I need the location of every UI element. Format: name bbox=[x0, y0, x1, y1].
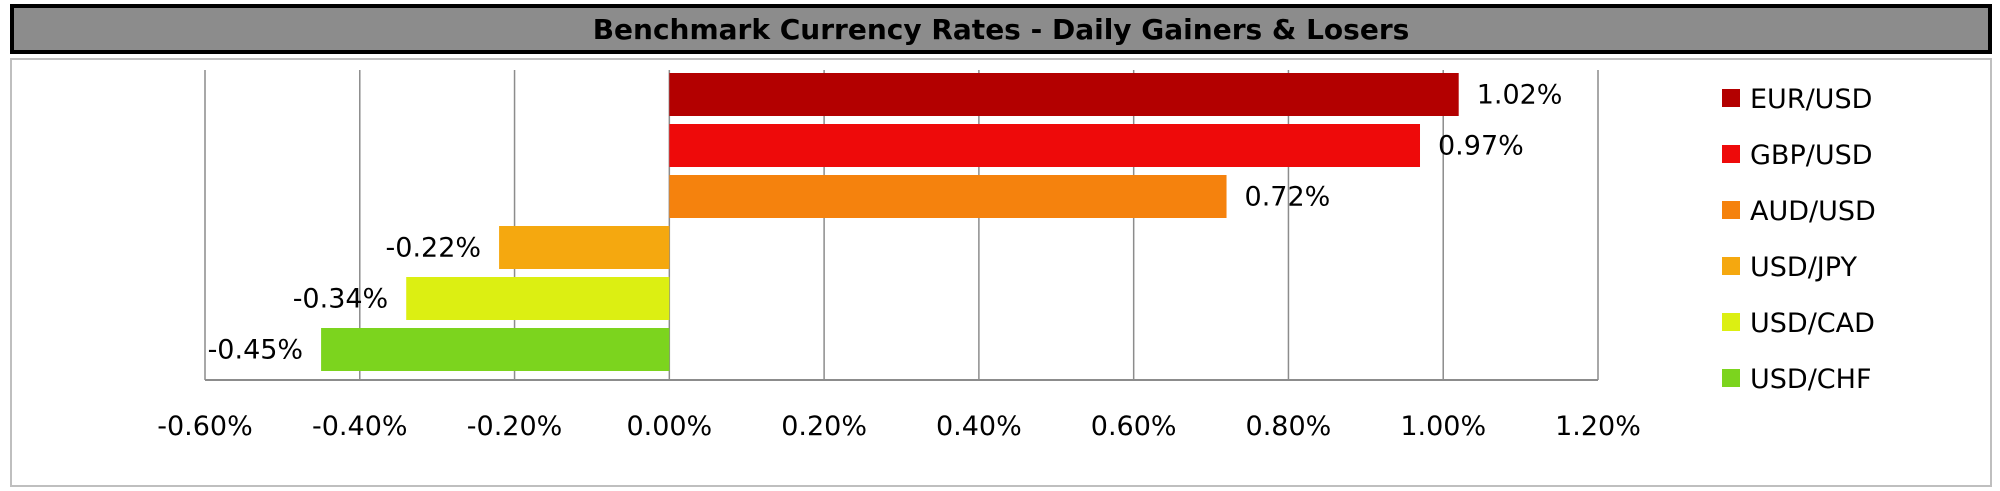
chart-title: Benchmark Currency Rates - Daily Gainers… bbox=[592, 12, 1410, 46]
x-tick-label: 0.80% bbox=[1246, 411, 1332, 442]
x-tick-label: 1.20% bbox=[1555, 411, 1641, 442]
x-tick-label: -0.20% bbox=[467, 411, 563, 442]
legend-swatch bbox=[1722, 201, 1740, 219]
data-label: 1.02% bbox=[1477, 80, 1563, 111]
legend-swatch bbox=[1722, 313, 1740, 331]
x-tick-label: 0.40% bbox=[936, 411, 1022, 442]
x-tick-label: 0.20% bbox=[781, 411, 867, 442]
legend-label: USD/CHF bbox=[1750, 364, 1871, 395]
bars bbox=[321, 73, 1459, 371]
bar-gbp-usd bbox=[669, 124, 1421, 167]
legend-label: GBP/USD bbox=[1750, 140, 1873, 171]
legend-swatch bbox=[1722, 369, 1740, 387]
data-labels: 1.02% 0.97% 0.72% -0.22% -0.34% -0.45% bbox=[208, 80, 1563, 366]
data-label: -0.22% bbox=[386, 233, 482, 264]
data-label: -0.34% bbox=[293, 284, 389, 315]
bar-usd-jpy bbox=[499, 226, 670, 269]
chart-title-bar: Benchmark Currency Rates - Daily Gainers… bbox=[10, 4, 1992, 54]
bar-eur-usd bbox=[669, 73, 1459, 116]
bar-usd-chf bbox=[321, 328, 670, 371]
data-label: 0.72% bbox=[1245, 182, 1331, 213]
legend-label: EUR/USD bbox=[1750, 84, 1872, 115]
legend-label: AUD/USD bbox=[1750, 196, 1876, 227]
legend-swatch bbox=[1722, 145, 1740, 163]
bar-usd-cad bbox=[406, 277, 670, 320]
bar-aud-usd bbox=[669, 175, 1227, 218]
legend-swatch bbox=[1722, 89, 1740, 107]
data-label: -0.45% bbox=[208, 335, 304, 366]
x-tick-label: 0.00% bbox=[626, 411, 712, 442]
x-tick-label: 1.00% bbox=[1400, 411, 1486, 442]
x-axis-ticks: -0.60% -0.40% -0.20% 0.00% 0.20% 0.40% 0.60% 0.… bbox=[157, 411, 1641, 442]
x-tick-label: -0.60% bbox=[157, 411, 253, 442]
legend-label: USD/CAD bbox=[1750, 308, 1875, 339]
legend-label: USD/JPY bbox=[1750, 252, 1857, 283]
x-tick-label: 0.60% bbox=[1091, 411, 1177, 442]
legend-swatch bbox=[1722, 257, 1740, 275]
x-tick-label: -0.40% bbox=[312, 411, 408, 442]
legend: EUR/USD GBP/USD AUD/USD USD/JPY USD/CAD USD/C… bbox=[1722, 84, 1876, 395]
data-label: 0.97% bbox=[1438, 131, 1524, 162]
